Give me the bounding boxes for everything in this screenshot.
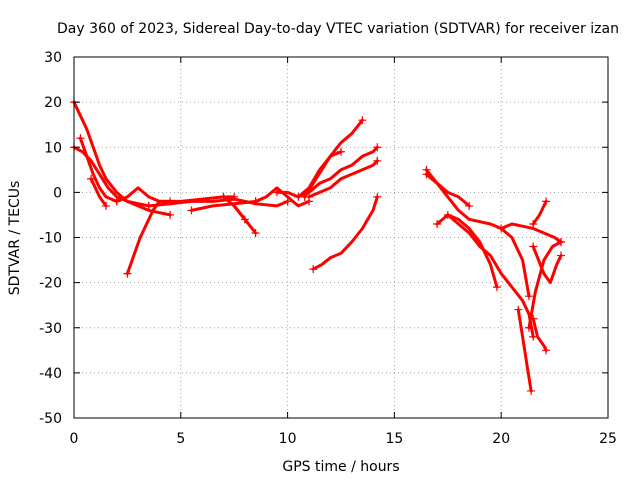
series-arc-22 xyxy=(499,222,563,244)
data-series xyxy=(70,98,566,395)
plus-marker xyxy=(166,210,175,219)
plus-marker xyxy=(529,219,538,228)
x-tick-label: 10 xyxy=(279,431,297,447)
series-arc-24 xyxy=(531,245,563,285)
x-tick-label: 5 xyxy=(176,431,185,447)
series-arc-20 xyxy=(446,213,535,339)
plus-marker xyxy=(251,197,260,206)
plus-marker xyxy=(433,219,442,228)
plus-marker xyxy=(102,201,111,210)
y-tick-label: -10 xyxy=(39,231,62,247)
series-arc-26 xyxy=(531,317,548,352)
series-arc-14 xyxy=(307,159,379,199)
x-tick-label: 25 xyxy=(599,431,617,447)
series-arc-6 xyxy=(115,186,236,203)
plus-marker xyxy=(272,188,281,197)
plus-marker xyxy=(542,346,551,355)
plus-marker xyxy=(542,197,551,206)
series-arc-1 xyxy=(72,100,172,217)
plus-marker xyxy=(514,305,523,314)
y-tick-label: 30 xyxy=(44,50,62,66)
plus-marker xyxy=(527,386,536,395)
series-arc-16 xyxy=(311,195,379,271)
y-tick-label: 10 xyxy=(44,140,62,156)
plus-marker xyxy=(422,170,431,179)
plus-marker xyxy=(529,314,538,323)
series-arc-25 xyxy=(531,199,548,226)
chart-title: Day 360 of 2023, Sidereal Day-to-day VTE… xyxy=(57,21,619,37)
plus-marker xyxy=(251,228,260,237)
series-arc-19 xyxy=(435,213,499,289)
y-tick-label: -50 xyxy=(39,411,62,427)
plus-marker xyxy=(529,332,538,341)
y-axis-label: SDTVAR / TECUs xyxy=(7,181,23,296)
grid xyxy=(74,57,608,418)
axis-ticks: 0 5 10 15 20 25 30 20 10 0 -10 -20 -30 -40 -50 xyxy=(39,50,617,447)
plus-marker xyxy=(557,251,566,260)
plus-marker xyxy=(144,201,153,210)
plus-marker xyxy=(524,292,533,301)
plus-marker xyxy=(443,210,452,219)
series-arc-13 xyxy=(296,145,379,199)
series-arc-17 xyxy=(424,168,471,208)
plus-marker xyxy=(492,283,501,292)
plus-marker xyxy=(87,174,96,183)
plus-marker xyxy=(187,206,196,215)
series-arc-12 xyxy=(275,118,364,199)
y-tick-label: -30 xyxy=(39,321,62,337)
series-arc-18 xyxy=(424,172,531,298)
series-arc-3 xyxy=(78,136,119,203)
series-arc-23 xyxy=(527,240,563,330)
x-axis-label: GPS time / hours xyxy=(282,459,399,475)
y-tick-label: -40 xyxy=(39,366,62,382)
plus-marker xyxy=(358,116,367,125)
plus-marker xyxy=(123,269,132,278)
plus-marker xyxy=(300,192,309,201)
plus-marker xyxy=(373,143,382,152)
series-arc-21 xyxy=(516,308,533,393)
series-arc-10 xyxy=(222,195,247,221)
plus-marker xyxy=(337,147,345,156)
plus-marker xyxy=(219,192,228,201)
plus-marker xyxy=(465,201,474,210)
series-arc-4 xyxy=(89,177,108,208)
plus-marker xyxy=(373,192,382,201)
plus-marker xyxy=(497,224,506,233)
plus-marker xyxy=(373,156,382,165)
plus-marker xyxy=(112,197,121,206)
x-tick-label: 20 xyxy=(492,431,510,447)
plus-marker xyxy=(76,134,85,143)
plus-marker xyxy=(557,238,566,247)
y-tick-label: 0 xyxy=(53,185,62,201)
x-tick-label: 15 xyxy=(385,431,403,447)
plus-marker xyxy=(524,323,533,332)
y-tick-label: -20 xyxy=(39,276,62,292)
plus-marker xyxy=(309,265,318,274)
y-tick-label: 20 xyxy=(44,95,62,111)
series-arc-15 xyxy=(303,150,343,199)
plus-marker xyxy=(240,215,249,224)
x-tick-label: 0 xyxy=(70,431,79,447)
series-arc-8 xyxy=(190,199,258,212)
plus-marker xyxy=(529,242,538,251)
